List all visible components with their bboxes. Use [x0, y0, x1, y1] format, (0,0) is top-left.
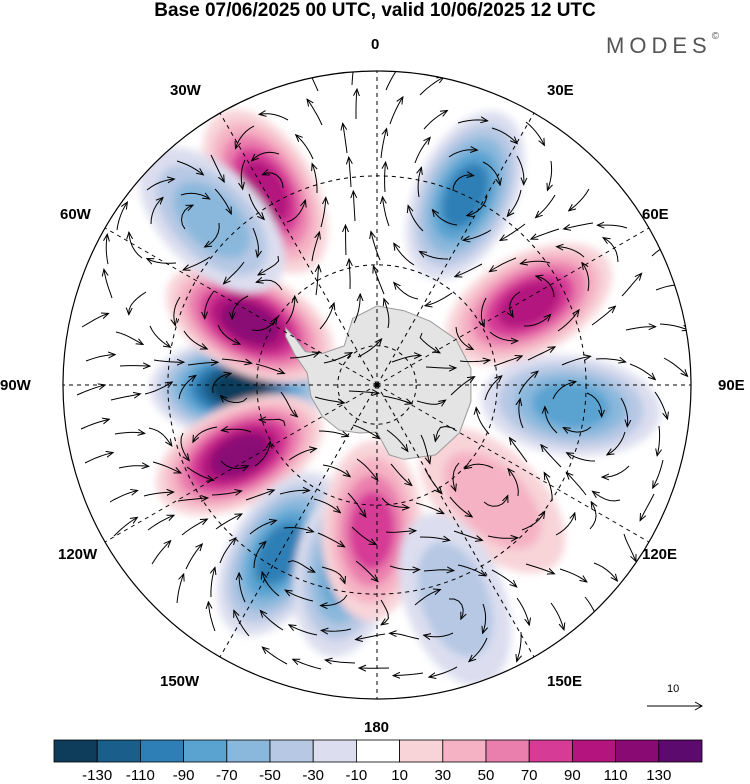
colorbar-swatch	[97, 740, 140, 762]
colorbar-swatch	[356, 740, 399, 762]
vector-scale-arrow	[647, 702, 702, 710]
colorbar-swatch	[616, 740, 659, 762]
colorbar-tick-label: -10	[346, 767, 368, 784]
colorbar-tick-label: -90	[173, 767, 195, 784]
lon-label-180: 180	[364, 719, 389, 736]
colorbar-swatch	[443, 740, 486, 762]
streamline-arrow	[120, 366, 150, 367]
colorbar-swatch	[313, 740, 356, 762]
colorbar-tick-label: 10	[391, 767, 408, 784]
lon-label-150w: 150W	[160, 673, 199, 690]
colorbar-tick-label: 110	[604, 767, 628, 784]
lon-label-0: 0	[371, 36, 379, 53]
colorbar-swatch	[400, 740, 443, 762]
colorbar-swatch	[140, 740, 183, 762]
colorbar-tick-label: -50	[259, 767, 281, 784]
lon-label-90w: 90W	[0, 377, 31, 394]
colorbar-swatch	[227, 740, 270, 762]
colorbar-tick-label: 50	[478, 767, 495, 784]
vector-scale-label: 10	[667, 683, 679, 695]
lon-label-150e: 150E	[547, 673, 582, 690]
lon-label-90e: 90E	[718, 377, 745, 394]
lon-label-30e: 30E	[547, 82, 574, 99]
colorbar-tick-label: -30	[302, 767, 324, 784]
colorbar-tick-label: 130	[646, 767, 671, 784]
lon-label-120e: 120E	[642, 546, 677, 563]
colorbar-swatch	[270, 740, 313, 762]
colorbar-tick-label: 70	[521, 767, 538, 784]
colorbar-tick-label: -70	[216, 767, 238, 784]
south-pole-marker	[375, 383, 380, 388]
colorbar-swatch	[659, 740, 702, 762]
streamline-arrow	[346, 225, 347, 255]
brand-logo: MODES©	[606, 33, 719, 59]
lon-label-120w: 120W	[58, 546, 97, 563]
colorbar-tick-label: 30	[434, 767, 451, 784]
colorbar	[54, 740, 702, 762]
lon-label-30w: 30W	[170, 82, 201, 99]
colorbar-swatch	[529, 740, 572, 762]
lon-label-60e: 60E	[642, 206, 669, 223]
colorbar-swatch	[486, 740, 529, 762]
colorbar-swatch	[54, 740, 97, 762]
map-title: Base 07/06/2025 00 UTC, valid 10/06/2025…	[0, 0, 750, 22]
colorbar-swatch	[184, 740, 227, 762]
lon-label-60w: 60W	[60, 206, 91, 223]
colorbar-tick-label: 90	[564, 767, 581, 784]
colorbar-tick-label: -130	[82, 767, 112, 784]
colorbar-tick-label: -110	[126, 767, 155, 784]
colorbar-swatch	[572, 740, 615, 762]
